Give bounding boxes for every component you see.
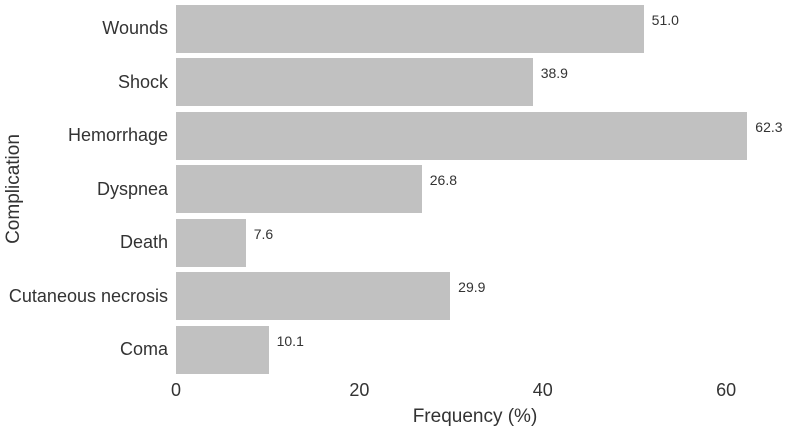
value-label: 10.1 xyxy=(276,332,304,349)
bar xyxy=(176,4,644,53)
bar xyxy=(176,325,269,374)
chart-row: Hemorrhage 62.3 xyxy=(0,109,787,163)
bar-zone: 51.0 xyxy=(176,4,787,53)
category-label: Shock xyxy=(117,71,168,92)
category-label: Dyspnea xyxy=(96,178,168,199)
value-label: 26.8 xyxy=(429,172,457,189)
bar xyxy=(176,218,246,267)
x-tick-label: 20 xyxy=(349,380,370,400)
category-label: Death xyxy=(119,232,168,253)
chart-row: Shock 38.9 xyxy=(0,56,787,110)
value-label: 38.9 xyxy=(540,65,568,82)
value-label: 51.0 xyxy=(651,11,679,28)
chart-row: Cutaneous necrosis 29.9 xyxy=(0,270,787,324)
bar xyxy=(176,111,748,160)
bar-zone: 10.1 xyxy=(176,325,787,374)
category-label: Coma xyxy=(119,339,168,360)
x-tick-label: 0 xyxy=(170,380,182,400)
plot-area: Wounds 51.0 Shock 38.9 Hemorrhage 62.3 Dyspnea… xyxy=(0,2,787,377)
chart-row: Dyspnea 26.8 xyxy=(0,163,787,217)
bar-zone: 29.9 xyxy=(176,272,787,321)
category-label: Wounds xyxy=(102,18,168,39)
bar-zone: 62.3 xyxy=(176,111,787,160)
value-label: 7.6 xyxy=(253,225,274,242)
chart-row: Coma 10.1 xyxy=(0,323,787,377)
category-label: Cutaneous necrosis xyxy=(8,285,168,306)
chart-row: Wounds 51.0 xyxy=(0,2,787,56)
x-axis-title: Frequency (%) xyxy=(412,406,538,427)
bar-zone: 38.9 xyxy=(176,58,787,107)
bar-zone: 7.6 xyxy=(176,218,787,267)
bar xyxy=(176,58,533,107)
bar xyxy=(176,165,422,214)
bar-zone: 26.8 xyxy=(176,165,787,214)
value-label: 62.3 xyxy=(755,118,783,135)
x-tick-label: 40 xyxy=(532,380,553,400)
x-tick-label: 60 xyxy=(716,380,737,400)
value-label: 29.9 xyxy=(458,279,486,296)
chart-row: Death 7.6 xyxy=(0,216,787,270)
x-axis: 0 20 40 60 xyxy=(171,378,787,404)
category-label: Hemorrhage xyxy=(67,125,168,146)
bar xyxy=(176,272,451,321)
